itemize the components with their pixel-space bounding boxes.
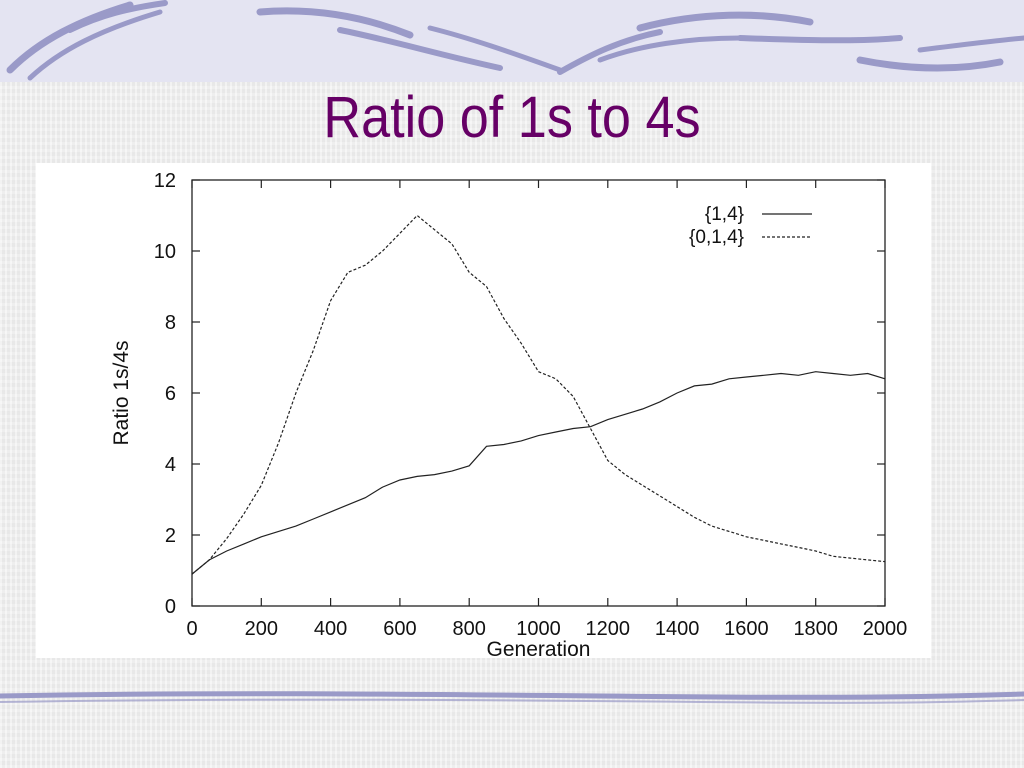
bottom-brush-stroke <box>0 691 1024 704</box>
chart-panel: 0 200 400 600 800 1000 1200 1400 1600 1800 2000 0 2 4… <box>36 163 931 658</box>
bottom-decoration-band <box>0 684 1024 714</box>
x-tick-label: 400 <box>314 618 347 640</box>
x-tick-label: 1200 <box>586 618 631 640</box>
x-tick-label: 600 <box>383 618 416 640</box>
x-tick-label: 1800 <box>793 618 838 640</box>
x-tick-label: 2000 <box>863 618 908 640</box>
slide-title: Ratio of 1s to 4s <box>323 85 701 150</box>
y-axis-label: Ratio 1s/4s <box>110 340 133 445</box>
y-tick-label: 6 <box>165 383 176 405</box>
y-tick-label: 8 <box>165 312 176 334</box>
x-axis-label: Generation <box>487 638 591 658</box>
y-tick-label: 10 <box>154 241 176 263</box>
legend-label-1: {1,4} <box>705 204 744 225</box>
line-chart: 0 200 400 600 800 1000 1200 1400 1600 1800 2000 0 2 4… <box>110 170 908 658</box>
legend-label-2: {0,1,4} <box>689 227 744 248</box>
x-tick-label: 200 <box>245 618 278 640</box>
x-tick-label: 1000 <box>516 618 561 640</box>
x-tick-label: 0 <box>186 618 197 640</box>
series-line-1 <box>191 371 886 575</box>
x-tick-label: 800 <box>453 618 486 640</box>
brush-stroke-decoration <box>6 0 1024 81</box>
y-tick-label: 4 <box>165 454 176 476</box>
x-tick-label: 1600 <box>724 618 769 640</box>
y-tick-label: 12 <box>154 170 176 192</box>
series-line-2 <box>191 214 886 575</box>
top-decoration-band <box>0 0 1024 82</box>
x-tick-label: 1400 <box>655 618 700 640</box>
y-tick-label: 0 <box>165 596 176 618</box>
y-tick-label: 2 <box>165 525 176 547</box>
